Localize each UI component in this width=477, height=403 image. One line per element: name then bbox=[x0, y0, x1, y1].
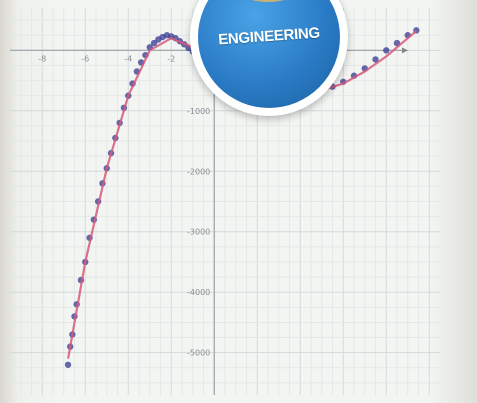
data-point bbox=[150, 39, 158, 47]
badge-disc: ENGINEERING bbox=[198, 0, 340, 108]
y-tick-label: -2000 bbox=[187, 167, 210, 176]
x-tick-label: -6 bbox=[81, 54, 89, 63]
x-axis-arrow-icon bbox=[402, 47, 408, 54]
data-point bbox=[64, 361, 72, 368]
x-tick-label: -8 bbox=[38, 54, 46, 63]
data-point bbox=[383, 47, 390, 54]
x-tick-label: -2 bbox=[167, 54, 175, 63]
y-tick-label: -3000 bbox=[187, 228, 210, 237]
engineering-badge: ENGINEERING bbox=[190, 0, 348, 116]
x-tick-label: -4 bbox=[124, 54, 132, 63]
y-tick-label: -5000 bbox=[187, 349, 210, 358]
data-point bbox=[372, 56, 379, 63]
y-tick-label: -1000 bbox=[187, 107, 210, 116]
badge-top-shape bbox=[218, 0, 318, 2]
y-tick-label: -4000 bbox=[187, 288, 210, 297]
badge-label: ENGINEERING bbox=[217, 24, 321, 49]
grid bbox=[10, 8, 440, 395]
